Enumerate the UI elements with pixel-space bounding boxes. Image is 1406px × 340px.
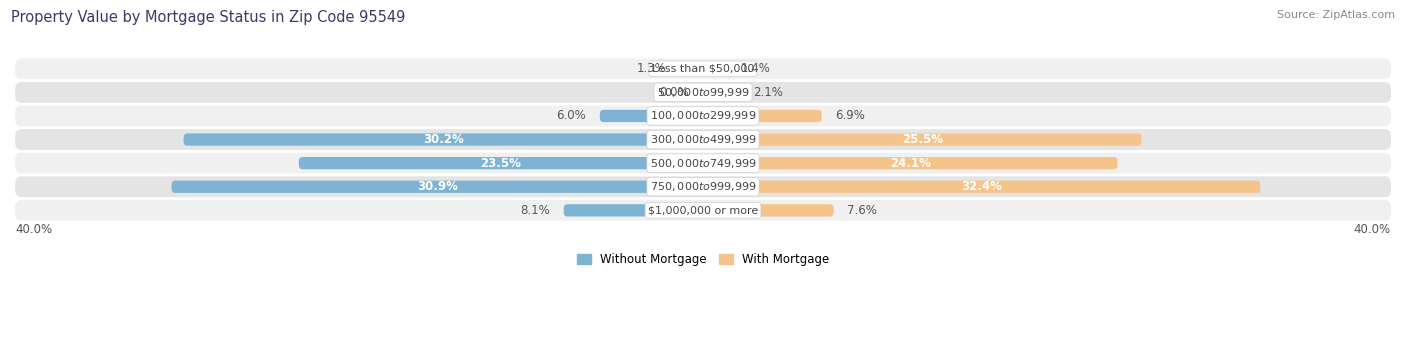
Text: 30.9%: 30.9%	[416, 180, 458, 193]
Text: $300,000 to $499,999: $300,000 to $499,999	[650, 133, 756, 146]
FancyBboxPatch shape	[703, 86, 740, 99]
FancyBboxPatch shape	[681, 63, 703, 75]
Text: 2.1%: 2.1%	[752, 86, 783, 99]
FancyBboxPatch shape	[15, 58, 1391, 79]
FancyBboxPatch shape	[15, 153, 1391, 173]
FancyBboxPatch shape	[15, 176, 1391, 197]
Text: 8.1%: 8.1%	[520, 204, 550, 217]
Text: $100,000 to $299,999: $100,000 to $299,999	[650, 109, 756, 122]
FancyBboxPatch shape	[299, 157, 703, 169]
FancyBboxPatch shape	[172, 181, 703, 193]
Text: $50,000 to $99,999: $50,000 to $99,999	[657, 86, 749, 99]
FancyBboxPatch shape	[600, 110, 703, 122]
Text: Property Value by Mortgage Status in Zip Code 95549: Property Value by Mortgage Status in Zip…	[11, 10, 405, 25]
FancyBboxPatch shape	[15, 200, 1391, 221]
Text: 40.0%: 40.0%	[1354, 223, 1391, 236]
Text: 1.4%: 1.4%	[741, 62, 770, 75]
Text: Less than $50,000: Less than $50,000	[652, 64, 754, 74]
FancyBboxPatch shape	[703, 157, 1118, 169]
FancyBboxPatch shape	[564, 204, 703, 217]
Text: 6.9%: 6.9%	[835, 109, 865, 122]
Text: Source: ZipAtlas.com: Source: ZipAtlas.com	[1277, 10, 1395, 20]
Text: 40.0%: 40.0%	[15, 223, 52, 236]
Legend: Without Mortgage, With Mortgage: Without Mortgage, With Mortgage	[572, 249, 834, 271]
Text: 23.5%: 23.5%	[481, 157, 522, 170]
Text: 1.3%: 1.3%	[637, 62, 666, 75]
FancyBboxPatch shape	[703, 133, 1142, 146]
FancyBboxPatch shape	[184, 133, 703, 146]
Text: 25.5%: 25.5%	[901, 133, 943, 146]
Text: 24.1%: 24.1%	[890, 157, 931, 170]
FancyBboxPatch shape	[703, 110, 821, 122]
Text: 6.0%: 6.0%	[557, 109, 586, 122]
FancyBboxPatch shape	[15, 129, 1391, 150]
Text: $1,000,000 or more: $1,000,000 or more	[648, 205, 758, 215]
FancyBboxPatch shape	[703, 181, 1260, 193]
Text: 32.4%: 32.4%	[962, 180, 1002, 193]
FancyBboxPatch shape	[15, 82, 1391, 103]
Text: 30.2%: 30.2%	[423, 133, 464, 146]
FancyBboxPatch shape	[703, 63, 727, 75]
FancyBboxPatch shape	[15, 106, 1391, 126]
Text: 0.0%: 0.0%	[659, 86, 689, 99]
Text: $500,000 to $749,999: $500,000 to $749,999	[650, 157, 756, 170]
Text: 7.6%: 7.6%	[848, 204, 877, 217]
Text: $750,000 to $999,999: $750,000 to $999,999	[650, 180, 756, 193]
FancyBboxPatch shape	[703, 204, 834, 217]
